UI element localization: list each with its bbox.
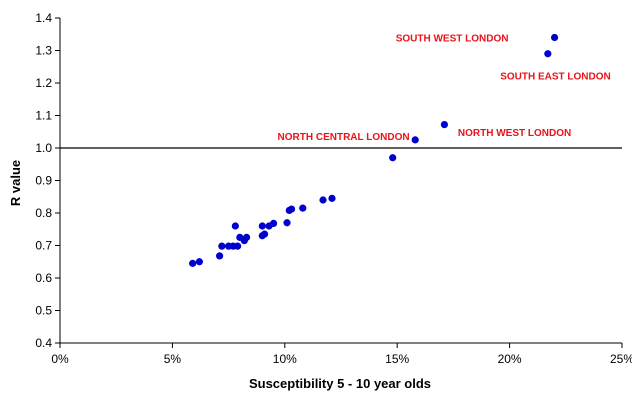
plot-area: 0.4 0.5 0.6 0.7 0.8 0.9 1.0 1.1 1.2 1.3 1.4 0% 5% 10%…: [35, 11, 632, 366]
x-tick-label: 20%: [498, 352, 522, 366]
x-tick-label: 5%: [164, 352, 182, 366]
data-point: [287, 205, 296, 213]
y-tick-label: 0.4: [35, 336, 52, 350]
data-point: [233, 242, 242, 250]
y-tick-label: 0.7: [35, 239, 52, 253]
x-axis-title: Susceptibility 5 - 10 year olds: [249, 376, 431, 391]
point-annotation: SOUTH EAST LONDON: [500, 72, 611, 83]
data-point: [195, 258, 203, 266]
y-tick-label: 0.8: [35, 206, 52, 220]
data-point: [283, 219, 291, 227]
y-tick-label: 1.2: [35, 76, 52, 90]
data-point: [231, 222, 239, 230]
point-annotation: NORTH CENTRAL LONDON: [278, 132, 410, 143]
data-point: [189, 259, 197, 267]
y-tick-label: 1.0: [35, 141, 52, 155]
data-point: [319, 196, 327, 204]
data-point: [389, 154, 397, 162]
data-point: [218, 242, 226, 250]
x-tick-label: 0%: [51, 352, 69, 366]
y-tick-label: 1.3: [35, 44, 52, 58]
data-point: [544, 50, 552, 58]
point-annotation: SOUTH WEST LONDON: [396, 33, 509, 44]
data-point: [242, 233, 251, 241]
data-point: [440, 121, 449, 129]
y-tick-label: 1.1: [35, 109, 52, 123]
point-annotation: NORTH WEST LONDON: [458, 128, 571, 139]
data-point: [550, 33, 559, 42]
data-point: [260, 230, 269, 238]
y-tick-label: 0.9: [35, 174, 52, 188]
y-tick-label: 0.5: [35, 304, 52, 318]
data-point: [328, 194, 336, 202]
data-point: [299, 204, 307, 212]
y-tick-label: 0.6: [35, 271, 52, 285]
data-point: [411, 136, 419, 144]
data-point: [258, 222, 266, 230]
x-tick-label: 15%: [385, 352, 409, 366]
data-point: [269, 219, 278, 227]
y-axis-title: R value: [8, 160, 23, 206]
x-tick-label: 25%: [610, 352, 632, 366]
x-tick-label: 10%: [273, 352, 297, 366]
data-point: [216, 252, 224, 260]
y-tick-label: 1.4: [35, 11, 52, 25]
